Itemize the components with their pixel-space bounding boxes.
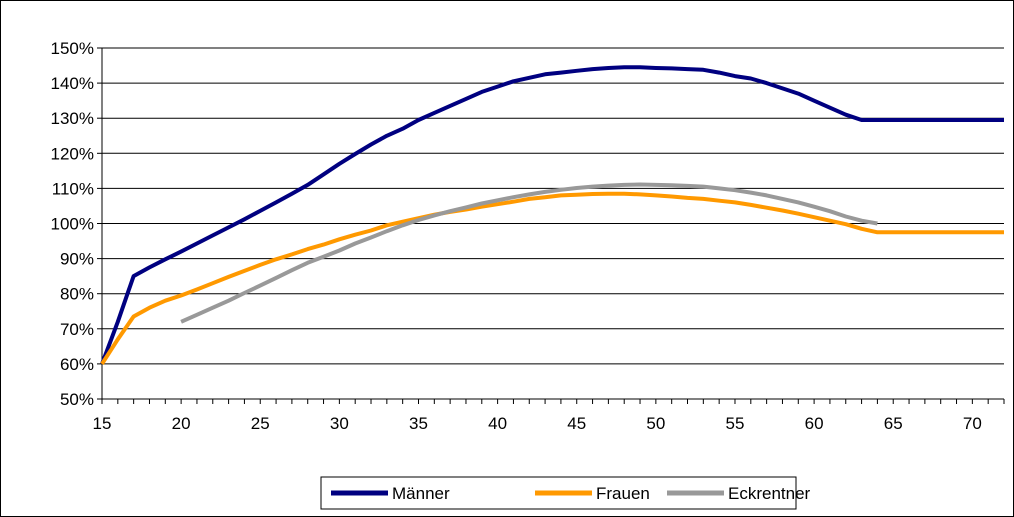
legend: Männer Frauen Eckrentner: [320, 476, 811, 510]
y-tick-label: 120%: [51, 144, 94, 163]
y-tick-label: 130%: [51, 109, 94, 128]
y-tick-label: 90%: [60, 250, 94, 269]
x-tick-label: 60: [805, 414, 824, 433]
series-line-2: [100, 191, 1004, 365]
y-tick-label: 60%: [60, 355, 94, 374]
y-tick-label: 50%: [60, 390, 94, 409]
y-tick-label: 70%: [60, 320, 94, 339]
x-tick-label: 40: [488, 414, 507, 433]
x-tick-label: 50: [646, 414, 665, 433]
series-line-3: [180, 182, 878, 324]
x-tick-label: 15: [93, 414, 112, 433]
axes: 50% 60% 70% 80% 90% 100% 110% 120% 130% 140% 150% 1…: [51, 39, 1005, 433]
y-tick-label: 110%: [52, 179, 94, 198]
series-line-1: [100, 65, 1004, 365]
x-tick-label: 30: [330, 414, 349, 433]
y-tick-label: 80%: [60, 285, 94, 304]
legend-label-1: Männer: [392, 484, 450, 503]
y-tick-label: 140%: [51, 74, 94, 93]
x-tick-label: 45: [567, 414, 586, 433]
gridlines: [102, 47, 1004, 400]
x-tick-label: 65: [884, 414, 903, 433]
series-lines: [100, 65, 1004, 365]
x-tick-label: 35: [409, 414, 428, 433]
y-tick-label: 100%: [51, 215, 94, 234]
legend-label-2: Frauen: [596, 484, 650, 503]
y-tick-label: 150%: [51, 39, 94, 58]
x-tick-label: 70: [963, 414, 982, 433]
x-tick-label: 25: [251, 414, 270, 433]
x-tick-label: 20: [172, 414, 191, 433]
legend-label-3: Eckrentner: [728, 484, 811, 503]
x-tick-label: 55: [726, 414, 745, 433]
